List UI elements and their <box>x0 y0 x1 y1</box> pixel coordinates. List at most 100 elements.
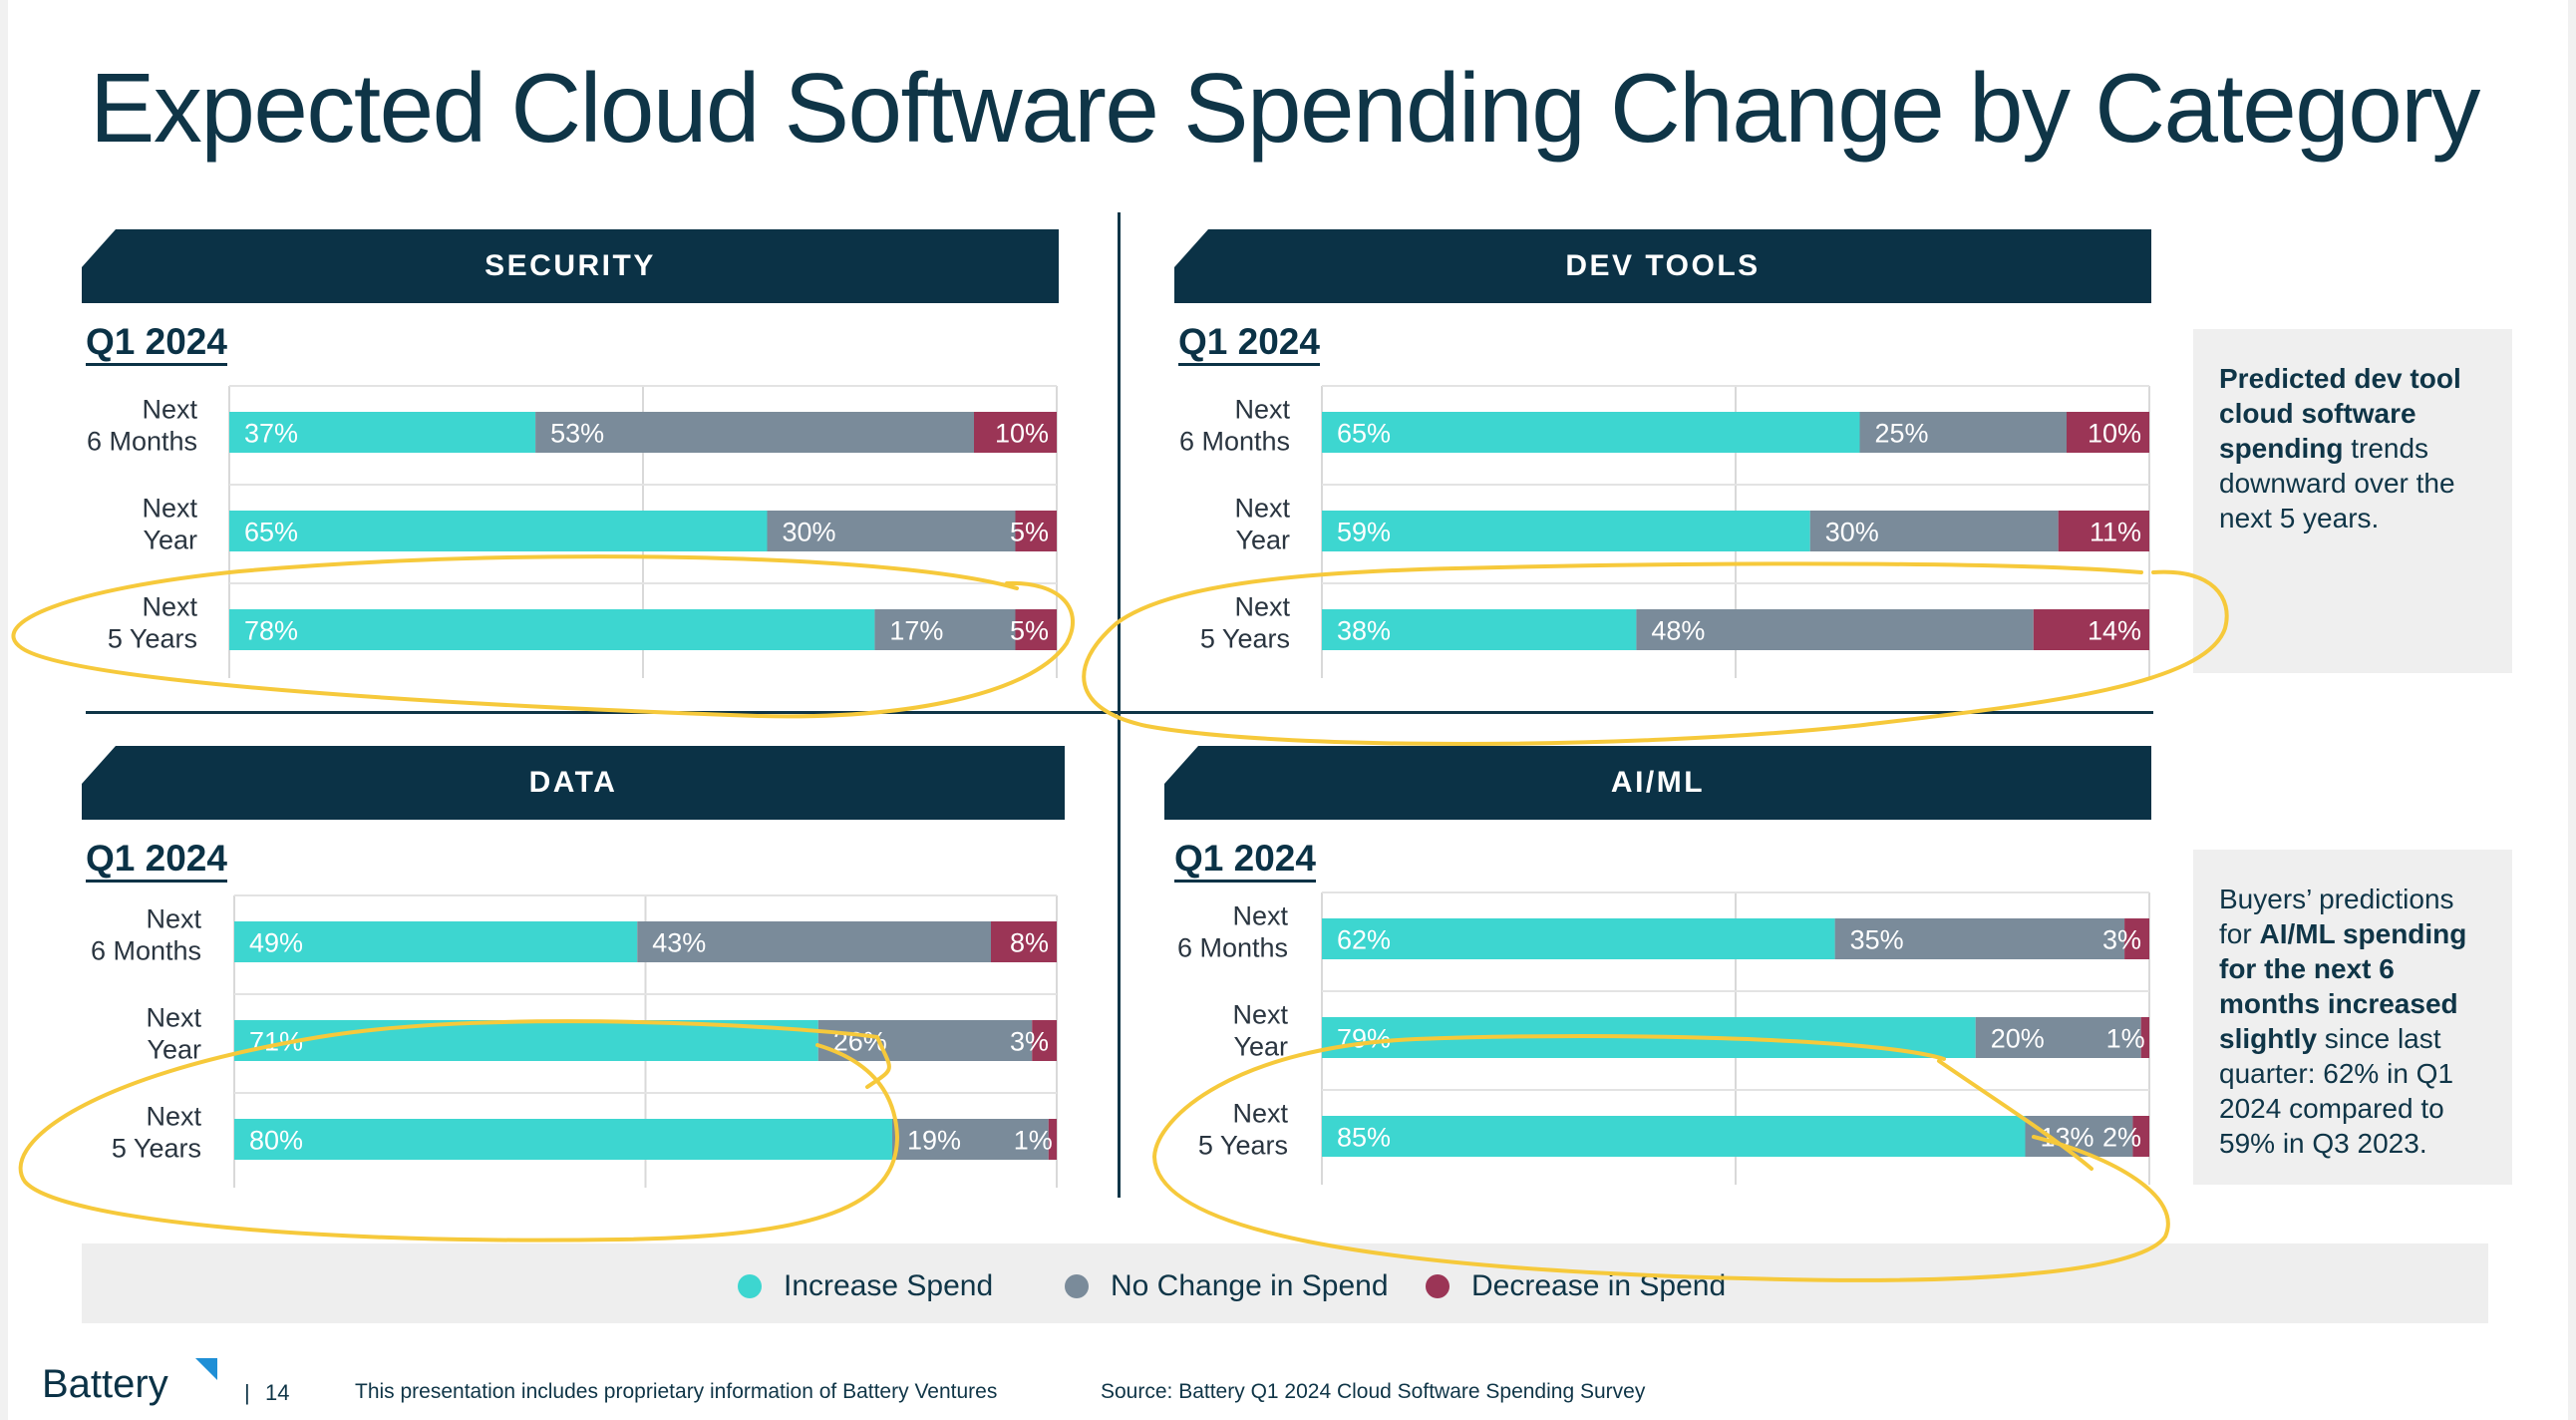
note-text: Buyers’ predictions for <box>2219 884 2454 949</box>
data-label: 19% <box>907 1126 961 1156</box>
data-label: 3% <box>2102 925 2141 955</box>
bar-segment <box>1322 511 1810 551</box>
data-label: 38% <box>1337 616 1391 646</box>
data-label: 65% <box>1337 419 1391 449</box>
panel-data: DATA Q1 2024 Next 6 Months 49% 43% 8% Next Yea… <box>82 746 1065 1205</box>
category-label: Next Year <box>142 494 197 555</box>
legend-swatch <box>1426 1274 1449 1298</box>
note-text: AI/ML spending for the next 6 months inc… <box>2219 918 2467 1054</box>
bar-segment <box>2058 511 2149 551</box>
bar-segment <box>234 1119 892 1160</box>
panel-banner: DATA <box>82 746 1065 820</box>
data-label: 48% <box>1651 616 1705 646</box>
bar-segment <box>229 609 875 650</box>
legend-label: No Change in Spend <box>1111 1269 1389 1302</box>
period-label: Q1 2024 <box>86 839 227 883</box>
category-label: Next Year <box>146 1003 201 1065</box>
bar-segment <box>1809 511 2059 551</box>
page-number: 14 <box>265 1380 290 1405</box>
panel-banner: SECURITY <box>82 229 1059 303</box>
chart-svg: Next 6 Months 49% 43% 8% Next Year 71% 26% 3% Next… <box>91 894 1058 1188</box>
category-label: Next 6 Months <box>1179 395 1291 457</box>
data-label: 17% <box>889 616 943 646</box>
panel-ai-ml: AI/ML Q1 2024 Next 6 Months 62% 35% 3% Next Ye… <box>1164 746 2151 1205</box>
data-label: 80% <box>249 1126 303 1156</box>
footer-source: Source: Battery Q1 2024 Cloud Software S… <box>1101 1380 1646 1403</box>
category-label: Next 5 Years <box>1198 1099 1289 1161</box>
bar-segment <box>234 1020 818 1061</box>
bar-segment <box>1322 1116 2026 1157</box>
data-label: 8% <box>1010 928 1049 958</box>
data-label: 35% <box>1850 925 1904 955</box>
category-label: Next 5 Years <box>112 1102 202 1164</box>
sidenote-dev-tools: Predicted dev tool cloud software spendi… <box>2193 329 2512 673</box>
bar-segment <box>1322 1017 1976 1058</box>
footer-separator: | <box>244 1380 250 1405</box>
data-label: 3% <box>1010 1027 1049 1057</box>
category-label: Next 6 Months <box>91 904 202 966</box>
data-label: 25% <box>1875 419 1929 449</box>
legend-label: Decrease in Spend <box>1471 1269 1727 1302</box>
bar-segment <box>767 511 1016 551</box>
data-label: 5% <box>1010 616 1049 646</box>
data-label: 78% <box>244 616 298 646</box>
data-label: 79% <box>1337 1024 1391 1054</box>
panel-dev-tools: DEV TOOLS Q1 2024 Next 6 Months 65% 25% 10% N… <box>1174 229 2151 688</box>
note-text: Predicted dev tool cloud software spendi… <box>2219 363 2461 464</box>
data-label: 26% <box>833 1027 887 1057</box>
battery-logo: Battery <box>42 1362 168 1406</box>
bar-segment <box>1048 1119 1057 1160</box>
data-label: 1% <box>2106 1024 2145 1054</box>
bar-segment <box>229 412 536 453</box>
stacked-bar-chart-dev-tools: Next 6 Months 65% 25% 10% Next Year 59% 30% 11% Ne… <box>1174 229 2153 718</box>
category-label: Next 6 Months <box>1177 901 1289 963</box>
stacked-bar-chart-ai-ml: Next 6 Months 62% 35% 3% Next Year 79% 20% 1% Next… <box>1164 746 2153 1225</box>
footer-disclaimer: This presentation includes proprietary i… <box>355 1380 998 1403</box>
note-text: trends downward over the next 5 years. <box>2219 433 2455 533</box>
note-text: since last quarter: 62% in Q1 2024 compa… <box>2219 1023 2454 1159</box>
category-label: Next 5 Years <box>1200 592 1291 654</box>
category-label: Next 5 Years <box>108 592 198 654</box>
bar-segment <box>2067 412 2149 453</box>
data-label: 5% <box>1010 518 1049 547</box>
data-label: 1% <box>1014 1126 1053 1156</box>
data-label: 49% <box>249 928 303 958</box>
legend-item-decrease: Decrease in Spend <box>1426 1268 1726 1304</box>
category-label: Next 6 Months <box>87 395 198 457</box>
data-label: 62% <box>1337 925 1391 955</box>
bar-segment <box>1322 918 1835 959</box>
legend-label: Increase Spend <box>784 1269 994 1302</box>
bar-segment <box>1834 918 2125 959</box>
panel-security: SECURITY Q1 2024 Next 6 Months 37% 53% 10% Ne… <box>82 229 1059 688</box>
bar-segment <box>229 511 768 551</box>
quadrant-divider-vertical <box>1118 212 1121 1198</box>
category-label: Next Year <box>1234 494 1290 555</box>
bar-segment <box>991 921 1057 962</box>
bar-segment <box>637 921 991 962</box>
data-label: 10% <box>2088 419 2141 449</box>
bar-segment <box>892 1119 1049 1160</box>
data-label: 65% <box>244 518 298 547</box>
data-label: 2% <box>2102 1123 2141 1153</box>
chart-svg: Next 6 Months 37% 53% 10% Next Year 65% 30% 5% Nex… <box>87 385 1058 678</box>
period-label: Q1 2024 <box>1174 839 1316 883</box>
data-label: 14% <box>2088 616 2141 646</box>
bar-segment <box>974 412 1057 453</box>
bar-segment <box>1859 412 2067 453</box>
data-label: 53% <box>550 419 604 449</box>
category-label: Next Year <box>1232 1000 1288 1062</box>
legend-swatch <box>1065 1274 1089 1298</box>
panel-banner: DEV TOOLS <box>1174 229 2151 303</box>
legend-item-increase: Increase Spend <box>738 1268 993 1304</box>
bar-segment <box>1322 412 1860 453</box>
logo-mark-icon <box>195 1358 217 1380</box>
data-label: 37% <box>244 419 298 449</box>
bar-segment <box>2124 918 2149 959</box>
data-label: 20% <box>1991 1024 2045 1054</box>
data-label: 85% <box>1337 1123 1391 1153</box>
data-label: 11% <box>2090 518 2141 547</box>
data-label: 30% <box>783 518 836 547</box>
data-label: 59% <box>1337 518 1391 547</box>
panel-banner: AI/ML <box>1164 746 2151 820</box>
stacked-bar-chart-data: Next 6 Months 49% 43% 8% Next Year 71% 26% 3% Next… <box>82 746 1061 1228</box>
